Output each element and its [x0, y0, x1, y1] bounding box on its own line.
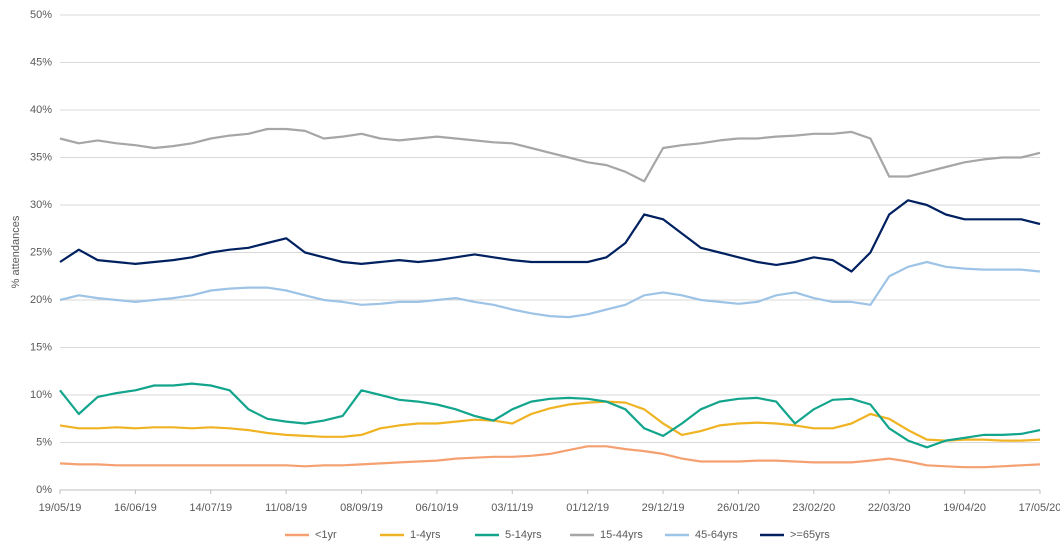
y-tick-label: 10% [30, 389, 52, 401]
x-tick-label: 03/11/19 [491, 502, 533, 514]
y-tick-label: 45% [30, 56, 52, 68]
series-line [59, 445, 1041, 469]
y-tick-label: 25% [30, 246, 52, 258]
legend-item: 5-14yrs [475, 529, 542, 541]
legend-label: >=65yrs [790, 529, 830, 541]
y-axis-label: % attendances [10, 215, 22, 288]
y-tick-label: 5% [36, 436, 52, 448]
x-tick-label: 22/03/20 [868, 502, 911, 514]
legend-item: <1yr [285, 529, 337, 541]
x-tick-label: 06/10/19 [416, 502, 459, 514]
x-tick-label: 19/05/19 [39, 502, 82, 514]
legend-item: >=65yrs [760, 529, 830, 541]
series-line [59, 400, 1041, 442]
legend-label: 5-14yrs [505, 529, 542, 541]
series-line [59, 127, 1041, 183]
x-tick-label: 08/09/19 [340, 502, 383, 514]
x-tick-label: 26/01/20 [717, 502, 760, 514]
legend-label: <1yr [315, 529, 337, 541]
x-tick-label: 19/04/20 [943, 502, 986, 514]
x-tick-label: 11/08/19 [265, 502, 307, 514]
legend-label: 45-64yrs [695, 529, 738, 541]
x-tick-label: 16/06/19 [114, 502, 157, 514]
x-tick-label: 17/05/20 [1019, 502, 1060, 514]
series-line [59, 199, 1041, 273]
series-line [59, 260, 1041, 319]
y-tick-label: 20% [30, 294, 52, 306]
series-line [59, 382, 1041, 449]
x-tick-label: 14/07/19 [189, 502, 232, 514]
y-tick-label: 35% [30, 151, 52, 163]
y-tick-label: 40% [30, 104, 52, 116]
x-tick-label: 29/12/19 [642, 502, 685, 514]
y-tick-label: 30% [30, 199, 52, 211]
legend-label: 1-4yrs [410, 529, 441, 541]
y-tick-label: 50% [30, 9, 52, 21]
y-tick-label: 0% [36, 484, 52, 496]
x-tick-label: 23/02/20 [792, 502, 835, 514]
legend-label: 15-44yrs [600, 529, 643, 541]
legend-item: 45-64yrs [665, 529, 738, 541]
x-tick-label: 01/12/19 [566, 502, 609, 514]
legend-item: 1-4yrs [380, 529, 441, 541]
legend-item: 15-44yrs [570, 529, 643, 541]
y-tick-label: 15% [30, 341, 52, 353]
